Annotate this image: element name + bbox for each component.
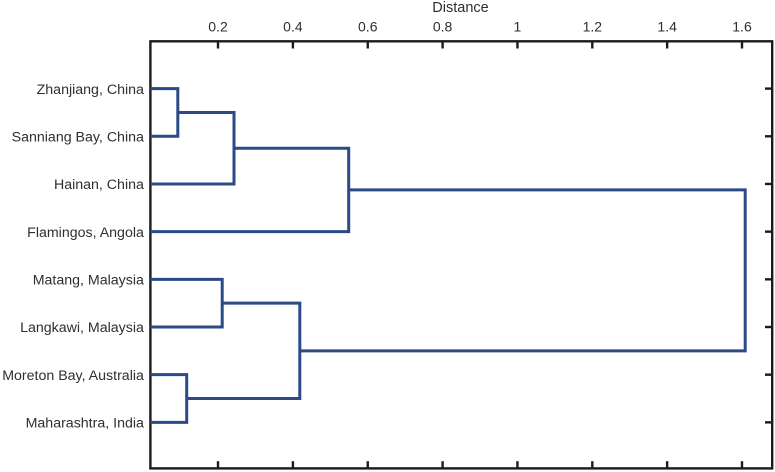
svg-text:Zhanjiang, China: Zhanjiang, China xyxy=(37,82,144,98)
svg-text:Hainan, China: Hainan, China xyxy=(54,177,144,193)
svg-text:Langkawi, Malaysia: Langkawi, Malaysia xyxy=(20,320,144,336)
svg-text:Sanniang Bay, China: Sanniang Bay, China xyxy=(12,129,144,145)
svg-text:0.4: 0.4 xyxy=(283,19,303,35)
svg-text:Moreton Bay, Australia: Moreton Bay, Australia xyxy=(2,368,144,384)
svg-text:1: 1 xyxy=(514,19,522,35)
svg-text:1.2: 1.2 xyxy=(583,19,603,35)
svg-text:Maharashtra, India: Maharashtra, India xyxy=(26,416,144,432)
svg-text:0.2: 0.2 xyxy=(208,19,228,35)
svg-text:Matang, Malaysia: Matang, Malaysia xyxy=(33,273,144,289)
svg-text:0.6: 0.6 xyxy=(358,19,378,35)
svg-text:Distance: Distance xyxy=(432,0,488,16)
svg-text:Flamingos, Angola: Flamingos, Angola xyxy=(27,225,144,241)
svg-text:1.4: 1.4 xyxy=(657,19,677,35)
svg-text:1.6: 1.6 xyxy=(732,19,752,35)
svg-text:0.8: 0.8 xyxy=(433,19,453,35)
